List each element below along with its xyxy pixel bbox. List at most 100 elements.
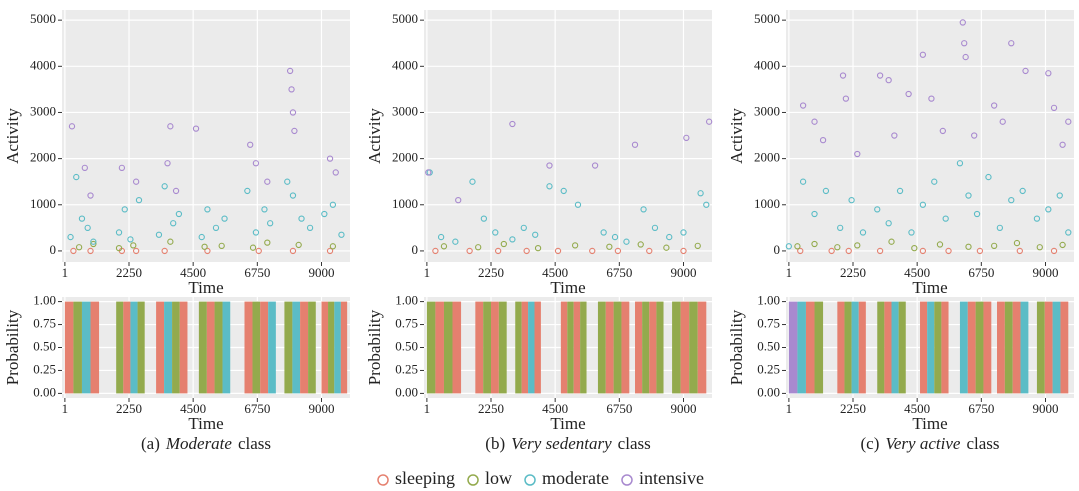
point: [87, 247, 94, 255]
probability-bar: [983, 301, 992, 394]
probability-bar: [959, 301, 968, 394]
probability-bar: [788, 301, 798, 394]
y-tick-label: 5000: [30, 11, 56, 26]
probability-bar: [560, 301, 568, 394]
point: [284, 178, 291, 185]
x-tick-label: 1: [786, 401, 793, 416]
probability-bar: [268, 301, 276, 394]
point: [885, 220, 892, 227]
point: [67, 233, 74, 241]
probability-bar: [340, 301, 348, 394]
point: [480, 215, 488, 222]
point: [876, 72, 884, 79]
point: [469, 178, 476, 185]
point: [574, 201, 582, 208]
x-axis-title: Time: [912, 278, 947, 297]
point: [623, 238, 630, 245]
x-tick-label: 4500: [904, 265, 930, 280]
x-tick-label: 6750: [244, 401, 270, 416]
point: [848, 197, 855, 204]
point: [1045, 206, 1052, 213]
y-tick-label: 2000: [392, 150, 418, 165]
point: [172, 187, 180, 195]
point: [1056, 192, 1063, 199]
point: [121, 206, 128, 213]
y-tick-label: 5000: [392, 11, 418, 26]
x-axis-title: Time: [550, 414, 585, 433]
probability-bar: [483, 301, 492, 394]
point: [646, 247, 653, 255]
point: [249, 244, 257, 251]
point: [204, 206, 211, 213]
point: [1065, 229, 1072, 236]
caption-word: class: [966, 434, 999, 453]
x-axis-title: Time: [550, 278, 585, 297]
point: [261, 206, 268, 213]
probability-bar: [621, 301, 630, 394]
point: [291, 127, 298, 135]
point: [705, 118, 713, 125]
point: [212, 224, 220, 231]
x-axis-title: Time: [188, 278, 223, 297]
caption: (a) Moderate class: [141, 434, 271, 453]
point: [326, 247, 334, 255]
point: [437, 233, 445, 241]
y-tick-label: 1.00: [757, 293, 780, 308]
point: [326, 155, 334, 162]
caption-class: Very active: [885, 434, 960, 453]
probability-bar: [435, 301, 444, 394]
probability-bar: [515, 301, 522, 394]
point: [834, 244, 841, 251]
probability-bar: [891, 301, 899, 394]
point: [683, 134, 690, 141]
y-axis-title: Probability: [365, 309, 384, 385]
point: [571, 242, 579, 249]
x-tick-label: 9000: [1032, 265, 1058, 280]
point: [1013, 239, 1021, 247]
plot-background: [786, 10, 1074, 262]
point: [1065, 118, 1072, 125]
point: [475, 244, 482, 251]
point: [996, 224, 1004, 231]
probability-bar: [613, 301, 622, 394]
point: [931, 178, 938, 185]
probability-bar: [635, 301, 643, 394]
probability-bar: [597, 301, 606, 394]
point: [161, 183, 168, 190]
point: [908, 229, 915, 236]
probability-bar: [90, 301, 100, 394]
point: [466, 247, 473, 255]
probability-bar: [573, 301, 581, 394]
probability-bar: [1044, 301, 1053, 394]
x-tick-label: 2250: [478, 401, 504, 416]
point: [956, 160, 964, 167]
x-tick-label: 9000: [670, 401, 696, 416]
probability-bar: [920, 301, 928, 394]
point: [264, 239, 271, 246]
probability-bar: [898, 301, 906, 394]
point: [118, 164, 126, 171]
y-tick-label: 5000: [754, 11, 780, 26]
y-tick-label: 0.00: [757, 384, 780, 399]
point: [534, 245, 542, 252]
point: [939, 127, 946, 135]
point: [945, 247, 952, 255]
x-tick-label: 2250: [116, 265, 142, 280]
point: [75, 244, 83, 251]
point: [201, 243, 208, 250]
point: [218, 242, 225, 249]
point: [651, 224, 659, 231]
point: [666, 233, 673, 241]
probability-bar: [1004, 301, 1013, 394]
point: [289, 192, 297, 199]
point: [84, 224, 91, 231]
x-tick-label: 1: [424, 265, 431, 280]
point: [70, 247, 77, 255]
x-tick-label: 6750: [244, 265, 270, 280]
probability-bar: [308, 301, 316, 394]
point: [1033, 215, 1041, 222]
point: [81, 164, 88, 171]
point: [532, 231, 539, 238]
point: [170, 220, 177, 227]
point: [842, 95, 850, 102]
